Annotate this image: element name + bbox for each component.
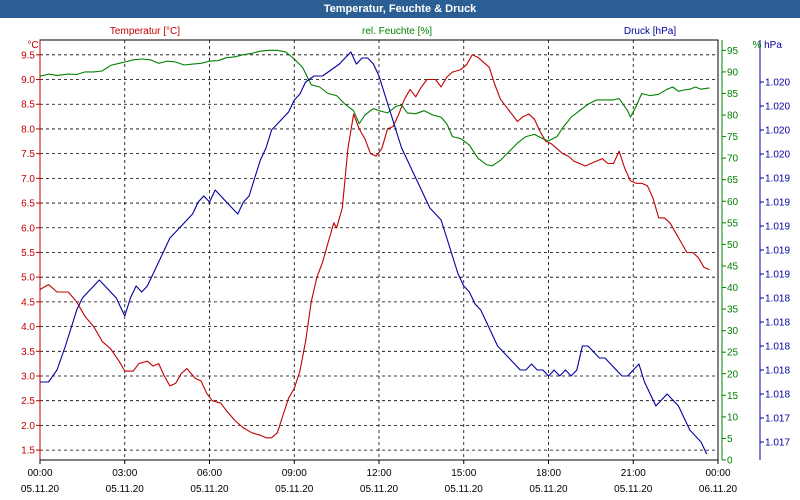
time-tick-label-7: 21:00 xyxy=(621,468,646,479)
pressure-tick-label-15: 1.020 xyxy=(765,78,790,89)
humidity-tick-label-16: 80 xyxy=(727,111,739,122)
temperature-tick-label-3: 3.0 xyxy=(21,372,35,383)
humidity-tick-label-12: 60 xyxy=(727,197,739,208)
humidity-tick-label-15: 75 xyxy=(727,132,739,143)
temperature-tick-label-2: 2.5 xyxy=(21,396,35,407)
pressure-tick-label-14: 1.020 xyxy=(765,102,790,113)
time-tick-label-0: 00:00 xyxy=(27,468,52,479)
humidity-tick-label-3: 15 xyxy=(727,391,739,402)
time-tick-label-8: 00:00 xyxy=(705,468,730,479)
date-tick-label-8: 06.11.20 xyxy=(699,484,738,495)
humidity-tick-label-6: 30 xyxy=(727,326,739,337)
humidity-tick-label-13: 65 xyxy=(727,175,739,186)
temperature-tick-label-16: 9.5 xyxy=(21,50,35,61)
pressure-tick-label-13: 1.020 xyxy=(765,126,790,137)
time-tick-label-1: 03:00 xyxy=(112,468,137,479)
pressure-tick-label-6: 1.018 xyxy=(765,294,790,305)
pressure-tick-label-9: 1.019 xyxy=(765,222,790,233)
time-tick-label-3: 09:00 xyxy=(282,468,307,479)
series-line-temperature xyxy=(39,54,710,439)
time-axis-ticks: 00:00 05.11.20 03:00 05.11.20 06:00 05.11.20 0… xyxy=(21,460,738,495)
humidity-tick-label-2: 10 xyxy=(727,412,739,423)
pressure-unit-label: hPa xyxy=(764,40,782,51)
time-tick-label-4: 12:00 xyxy=(366,468,391,479)
humidity-tick-label-9: 45 xyxy=(727,261,739,272)
pressure-tick-label-1: 1.017 xyxy=(765,414,790,425)
temperature-tick-label-7: 5.0 xyxy=(21,273,35,284)
temperature-tick-label-13: 8.0 xyxy=(21,124,35,135)
temperature-tick-label-9: 6.0 xyxy=(21,223,35,234)
date-tick-label-5: 05.11.20 xyxy=(445,484,484,495)
pressure-tick-label-2: 1.018 xyxy=(765,390,790,401)
time-tick-label-5: 15:00 xyxy=(451,468,476,479)
series-line-humidity xyxy=(39,49,710,167)
time-tick-label-2: 06:00 xyxy=(197,468,222,479)
humidity-tick-label-18: 90 xyxy=(727,67,739,78)
humidity-tick-label-4: 20 xyxy=(727,369,739,380)
temperature-tick-label-5: 4.0 xyxy=(21,322,35,333)
pressure-tick-label-10: 1.019 xyxy=(765,198,790,209)
temperature-tick-label-0: 1.5 xyxy=(21,446,35,457)
temperature-tick-label-15: 9.0 xyxy=(21,75,35,86)
temperature-axis-label: Temperatur [°C] xyxy=(110,26,180,37)
temperature-tick-label-1: 2.0 xyxy=(21,421,35,432)
temperature-tick-label-8: 5.5 xyxy=(21,248,35,259)
time-tick-label-6: 18:00 xyxy=(536,468,561,479)
date-tick-label-0: 05.11.20 xyxy=(21,484,60,495)
temperature-tick-label-6: 4.5 xyxy=(21,297,35,308)
grid xyxy=(39,39,719,461)
series-line-pressure xyxy=(40,51,708,455)
pressure-tick-label-12: 1.020 xyxy=(765,150,790,161)
humidity-tick-label-11: 55 xyxy=(727,218,739,229)
humidity-tick-label-10: 50 xyxy=(727,240,739,251)
pressure-tick-label-4: 1.018 xyxy=(765,342,790,353)
humidity-tick-label-19: 95 xyxy=(727,46,739,57)
humidity-tick-label-7: 35 xyxy=(727,305,739,316)
pressure-axis-ticks: 1.017 1.017 1.018 1.018 1.018 1.018 1.018 1.019… xyxy=(760,78,790,449)
date-tick-label-6: 05.11.20 xyxy=(529,484,568,495)
chart-title: Temperatur, Feuchte & Druck xyxy=(0,0,800,18)
humidity-tick-label-17: 85 xyxy=(727,89,739,100)
pressure-tick-label-5: 1.018 xyxy=(765,318,790,329)
temperature-tick-label-11: 7.0 xyxy=(21,174,35,185)
temperature-tick-label-4: 3.5 xyxy=(21,347,35,358)
pressure-tick-label-8: 1.019 xyxy=(765,246,790,257)
date-tick-label-1: 05.11.20 xyxy=(106,484,145,495)
temperature-unit-label: °C xyxy=(27,40,38,51)
pressure-tick-label-11: 1.019 xyxy=(765,174,790,185)
temperature-axis-ticks: 1.5 2.0 2.5 3.0 3.5 4.0 4.5 5.0 5.5 6.0 6.5 7.0 7.5 8… xyxy=(21,50,40,457)
humidity-tick-label-14: 70 xyxy=(727,154,739,165)
pressure-axis-label: Druck [hPa] xyxy=(624,26,676,37)
pressure-tick-label-7: 1.019 xyxy=(765,270,790,281)
date-tick-label-3: 05.11.20 xyxy=(275,484,314,495)
humidity-axis-label: rel. Feuchte [%] xyxy=(362,26,432,37)
humidity-tick-label-8: 40 xyxy=(727,283,739,294)
temperature-tick-label-10: 6.5 xyxy=(21,199,35,210)
series-lines xyxy=(39,49,710,455)
date-tick-label-2: 05.11.20 xyxy=(190,484,229,495)
humidity-unit-label: % xyxy=(753,40,762,51)
date-tick-label-7: 05.11.20 xyxy=(614,484,653,495)
temperature-tick-label-14: 8.5 xyxy=(21,100,35,111)
date-tick-label-4: 05.11.20 xyxy=(360,484,399,495)
pressure-tick-label-3: 1.018 xyxy=(765,366,790,377)
humidity-tick-label-1: 5 xyxy=(727,434,733,445)
pressure-tick-label-0: 1.017 xyxy=(765,438,790,449)
humidity-axis-ticks: 0 5 10 15 20 25 30 35 40 45 50 55 60 65 70 75 80 85 90 95 xyxy=(722,46,739,467)
temperature-tick-label-12: 7.5 xyxy=(21,149,35,160)
humidity-tick-label-5: 25 xyxy=(727,348,739,359)
humidity-tick-label-0: 0 xyxy=(727,456,733,467)
